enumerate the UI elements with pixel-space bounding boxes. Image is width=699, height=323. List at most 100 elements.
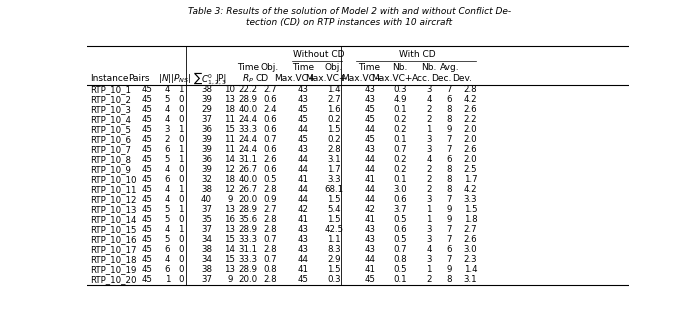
Text: $\sum C^0_{1,2,3}$: $\sum C^0_{1,2,3}$ bbox=[192, 70, 226, 87]
Text: 34: 34 bbox=[201, 255, 212, 265]
Text: 9: 9 bbox=[227, 276, 233, 285]
Text: RTP_10_20: RTP_10_20 bbox=[90, 276, 136, 285]
Text: 0.2: 0.2 bbox=[393, 115, 407, 124]
Text: 2: 2 bbox=[165, 135, 171, 144]
Text: Dec.: Dec. bbox=[431, 74, 452, 83]
Text: 38: 38 bbox=[201, 185, 212, 194]
Text: 2.7: 2.7 bbox=[327, 95, 340, 104]
Text: 45: 45 bbox=[141, 276, 152, 285]
Text: 24.4: 24.4 bbox=[238, 115, 258, 124]
Text: |P|: |P| bbox=[216, 74, 227, 83]
Text: 12: 12 bbox=[224, 165, 236, 174]
Text: 20.0: 20.0 bbox=[238, 276, 258, 285]
Text: 0.9: 0.9 bbox=[264, 195, 277, 204]
Text: 44: 44 bbox=[298, 195, 308, 204]
Text: 4: 4 bbox=[426, 95, 432, 104]
Text: 2.8: 2.8 bbox=[263, 276, 277, 285]
Text: 14: 14 bbox=[224, 245, 236, 255]
Text: 3.7: 3.7 bbox=[393, 205, 407, 214]
Text: 0.7: 0.7 bbox=[393, 145, 407, 154]
Text: 1: 1 bbox=[426, 266, 432, 275]
Text: 3: 3 bbox=[426, 255, 432, 265]
Text: 45: 45 bbox=[298, 115, 308, 124]
Text: 2: 2 bbox=[426, 105, 432, 114]
Text: 45: 45 bbox=[141, 135, 152, 144]
Text: 0: 0 bbox=[178, 235, 184, 245]
Text: 11: 11 bbox=[224, 135, 236, 144]
Text: CD: CD bbox=[255, 74, 268, 83]
Text: 44: 44 bbox=[364, 165, 375, 174]
Text: 5: 5 bbox=[165, 205, 171, 214]
Text: 45: 45 bbox=[364, 276, 375, 285]
Text: 1.5: 1.5 bbox=[463, 205, 477, 214]
Text: 0: 0 bbox=[178, 255, 184, 265]
Text: 0.5: 0.5 bbox=[393, 235, 407, 245]
Text: 35.6: 35.6 bbox=[238, 215, 258, 224]
Text: 3.3: 3.3 bbox=[327, 175, 340, 184]
Text: RTP_10_1: RTP_10_1 bbox=[90, 85, 131, 94]
Text: 4: 4 bbox=[165, 115, 171, 124]
Text: 3.0: 3.0 bbox=[463, 245, 477, 255]
Text: 0.2: 0.2 bbox=[393, 155, 407, 164]
Text: Max.VC+: Max.VC+ bbox=[305, 74, 347, 83]
Text: 36: 36 bbox=[201, 125, 212, 134]
Text: 42: 42 bbox=[298, 205, 308, 214]
Text: 2.6: 2.6 bbox=[463, 105, 477, 114]
Text: 7: 7 bbox=[447, 195, 452, 204]
Text: 0: 0 bbox=[178, 135, 184, 144]
Text: 45: 45 bbox=[141, 195, 152, 204]
Text: 7: 7 bbox=[447, 85, 452, 94]
Text: 41: 41 bbox=[298, 175, 308, 184]
Text: Nb.: Nb. bbox=[392, 63, 408, 72]
Text: $|P_{NS}|$: $|P_{NS}|$ bbox=[171, 72, 192, 85]
Text: 0.1: 0.1 bbox=[393, 105, 407, 114]
Text: 45: 45 bbox=[364, 115, 375, 124]
Text: 0: 0 bbox=[178, 195, 184, 204]
Text: 44: 44 bbox=[298, 255, 308, 265]
Text: 2.9: 2.9 bbox=[327, 255, 340, 265]
Text: Acc.: Acc. bbox=[412, 74, 431, 83]
Text: 0.1: 0.1 bbox=[393, 175, 407, 184]
Text: 2.8: 2.8 bbox=[263, 185, 277, 194]
Text: 4: 4 bbox=[426, 245, 432, 255]
Text: $R_P$: $R_P$ bbox=[243, 72, 254, 85]
Text: 5: 5 bbox=[165, 95, 171, 104]
Text: 43: 43 bbox=[364, 235, 375, 245]
Text: 2: 2 bbox=[426, 165, 432, 174]
Text: 35: 35 bbox=[201, 215, 212, 224]
Text: 3: 3 bbox=[426, 235, 432, 245]
Text: 13: 13 bbox=[224, 266, 236, 275]
Text: 2.6: 2.6 bbox=[463, 145, 477, 154]
Text: 3.1: 3.1 bbox=[463, 276, 477, 285]
Text: 0.6: 0.6 bbox=[393, 225, 407, 234]
Text: 2.7: 2.7 bbox=[263, 205, 277, 214]
Text: 38: 38 bbox=[201, 266, 212, 275]
Text: 45: 45 bbox=[141, 225, 152, 234]
Text: 11: 11 bbox=[224, 145, 236, 154]
Text: RTP_10_12: RTP_10_12 bbox=[90, 195, 136, 204]
Text: 45: 45 bbox=[141, 245, 152, 255]
Text: 37: 37 bbox=[201, 205, 212, 214]
Text: 43: 43 bbox=[298, 145, 308, 154]
Text: 2.0: 2.0 bbox=[463, 155, 477, 164]
Text: 45: 45 bbox=[141, 115, 152, 124]
Text: 22.2: 22.2 bbox=[238, 85, 258, 94]
Text: 9: 9 bbox=[447, 125, 452, 134]
Text: 0.8: 0.8 bbox=[263, 266, 277, 275]
Text: Time: Time bbox=[292, 63, 314, 72]
Text: 43: 43 bbox=[364, 225, 375, 234]
Text: 45: 45 bbox=[141, 266, 152, 275]
Text: 40: 40 bbox=[201, 195, 212, 204]
Text: 4.2: 4.2 bbox=[463, 95, 477, 104]
Text: 45: 45 bbox=[298, 135, 308, 144]
Text: 0.5: 0.5 bbox=[263, 175, 277, 184]
Text: 1: 1 bbox=[178, 125, 184, 134]
Text: 9: 9 bbox=[447, 205, 452, 214]
Text: 2.0: 2.0 bbox=[463, 135, 477, 144]
Text: 5.4: 5.4 bbox=[327, 205, 340, 214]
Text: 4: 4 bbox=[165, 185, 171, 194]
Text: 44: 44 bbox=[364, 155, 375, 164]
Text: 0: 0 bbox=[178, 165, 184, 174]
Text: 38: 38 bbox=[201, 85, 212, 94]
Text: 2.2: 2.2 bbox=[463, 115, 477, 124]
